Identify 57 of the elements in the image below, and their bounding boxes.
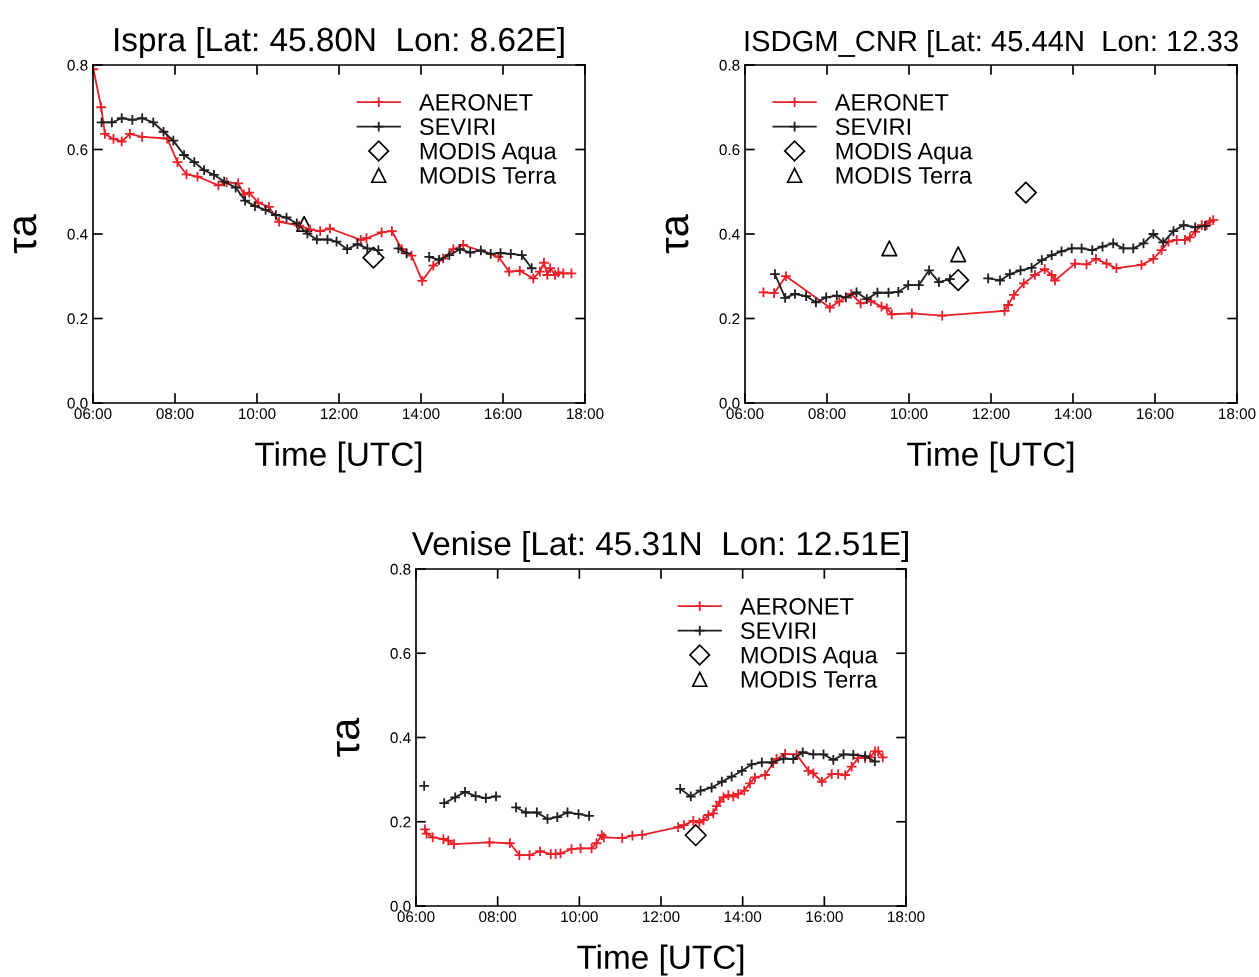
x-tick-label: 12:00 bbox=[973, 408, 1010, 420]
x-tick-label: 10:00 bbox=[561, 911, 598, 923]
legend-label: SEVIRI bbox=[835, 118, 910, 136]
y-tick-label: 0.4 bbox=[67, 228, 88, 240]
x-tick-label: 10:00 bbox=[891, 408, 928, 420]
chart-title: Venise [Lat: 45.31N Lon: 12.51E] bbox=[411, 530, 908, 563]
x-tick-label: 18:00 bbox=[1219, 408, 1256, 420]
y-tick-label: 0.4 bbox=[719, 228, 740, 240]
x-tick-label: 14:00 bbox=[724, 911, 762, 923]
y-tick-label: 0.2 bbox=[67, 313, 88, 325]
y-tick-label: 0.8 bbox=[67, 59, 88, 71]
x-tick-label: 16:00 bbox=[806, 911, 843, 923]
legend-label: AERONET bbox=[739, 597, 854, 615]
x-tick-label: 14:00 bbox=[1055, 408, 1092, 420]
y-tick-label: 0.8 bbox=[719, 59, 740, 71]
y-tick-label: 0.0 bbox=[390, 900, 411, 912]
y-tick-label: 0.0 bbox=[67, 397, 88, 409]
legend-label: MODIS Aqua bbox=[420, 142, 557, 165]
legend-label: AERONET bbox=[834, 93, 949, 111]
x-tick-label: 06:00 bbox=[397, 911, 435, 923]
chart-title: Ispra [Lat: 45.80N Lon: 8.62E] bbox=[115, 26, 564, 59]
y-tick-label: 0.4 bbox=[390, 732, 411, 744]
x-tick-label: 06:00 bbox=[74, 408, 112, 420]
y-tick-label: 0.6 bbox=[67, 144, 88, 156]
x-axis-title: Time [UTC] bbox=[907, 441, 1074, 473]
x-tick-label: 16:00 bbox=[1137, 408, 1174, 420]
legend-label: MODIS Terra bbox=[836, 167, 973, 184]
x-tick-label: 16:00 bbox=[485, 408, 522, 420]
legend-label: SEVIRI bbox=[419, 118, 495, 136]
y-axis-title: τa bbox=[13, 214, 37, 254]
y-tick-label: 0.2 bbox=[390, 816, 411, 828]
legend-label: AERONET bbox=[418, 93, 533, 111]
x-tick-label: 08:00 bbox=[479, 911, 517, 923]
legend-label: MODIS Aqua bbox=[836, 142, 973, 165]
x-tick-label: 12:00 bbox=[643, 911, 680, 923]
y-axis-title: τa bbox=[336, 717, 360, 757]
y-axis-title: τa bbox=[665, 214, 689, 254]
legend-label: MODIS Terra bbox=[420, 167, 557, 184]
x-axis-title: Time [UTC] bbox=[255, 441, 422, 473]
legend-label: SEVIRI bbox=[740, 622, 816, 640]
y-tick-label: 0.0 bbox=[719, 397, 740, 409]
y-tick-label: 0.8 bbox=[390, 563, 411, 575]
x-tick-label: 18:00 bbox=[567, 408, 604, 420]
y-tick-label: 0.6 bbox=[719, 144, 740, 156]
chart-title: ISDGM_CNR [Lat: 45.44N Lon: 12.33 bbox=[745, 29, 1238, 58]
x-tick-label: 08:00 bbox=[808, 408, 846, 420]
legend-label: MODIS Aqua bbox=[741, 646, 878, 669]
x-axis-title: Time [UTC] bbox=[577, 944, 744, 976]
x-tick-label: 12:00 bbox=[321, 408, 358, 420]
y-tick-label: 0.6 bbox=[390, 648, 411, 659]
x-tick-label: 18:00 bbox=[888, 911, 925, 923]
x-tick-label: 06:00 bbox=[726, 408, 764, 420]
y-tick-label: 0.2 bbox=[719, 313, 740, 325]
legend-label: MODIS Terra bbox=[741, 671, 878, 688]
x-tick-label: 10:00 bbox=[239, 408, 276, 420]
x-tick-label: 14:00 bbox=[403, 408, 440, 420]
x-tick-label: 08:00 bbox=[156, 408, 194, 420]
